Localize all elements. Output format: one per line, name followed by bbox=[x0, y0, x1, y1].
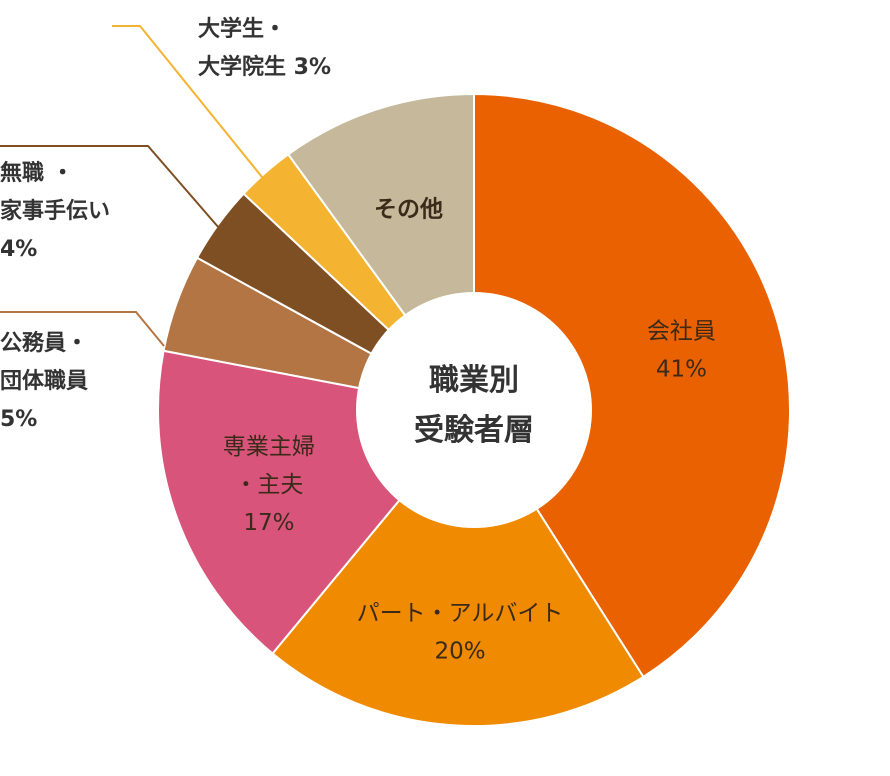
slice-label-2-line-0: 専業主婦 bbox=[223, 434, 315, 460]
slice-labels: 会社員 41% パート・アルバイト 20% 専業主婦・主夫 17% 公務員・団体職員 5% 無職… bbox=[0, 16, 716, 665]
slice-label-5-line-1: 大学院生 3% bbox=[198, 54, 331, 80]
slice-label-3-line-0: 公務員・ bbox=[0, 330, 88, 356]
slice-label-4-line-2: 4% bbox=[0, 237, 37, 262]
slice-0 bbox=[473, 92, 791, 679]
slice-label-1-line-1: 20% bbox=[434, 639, 485, 665]
leader-line-4 bbox=[0, 145, 220, 229]
slice-label-2-line-1: ・主夫 bbox=[234, 472, 303, 498]
slice-label-3-line-2: 5% bbox=[0, 407, 37, 432]
center-title-line-2: 受験者層 bbox=[414, 413, 534, 448]
slice-label-6-line-0: その他 bbox=[374, 196, 443, 222]
slice-label-1-line-0: パート・アルバイト bbox=[357, 601, 564, 627]
slice-label-4-line-0: 無職 ・ bbox=[0, 160, 74, 186]
slice-label-0-line-1: 41% bbox=[656, 357, 707, 383]
leader-line-5 bbox=[112, 25, 267, 183]
donut-hole bbox=[356, 292, 592, 528]
slice-label-2-line-2: 17% bbox=[243, 510, 294, 536]
leader-lines bbox=[0, 25, 267, 347]
slice-1 bbox=[271, 408, 645, 727]
slice-label-0-line-0: 会社員 bbox=[647, 319, 716, 345]
center-title-line-1: 職業別 bbox=[429, 363, 519, 398]
slice-label-3-line-1: 団体職員 bbox=[0, 368, 88, 394]
slice-label-4-line-1: 家事手伝い bbox=[0, 198, 110, 224]
leader-line-3 bbox=[0, 311, 165, 347]
slice-label-5-line-0: 大学生・ bbox=[198, 16, 286, 42]
